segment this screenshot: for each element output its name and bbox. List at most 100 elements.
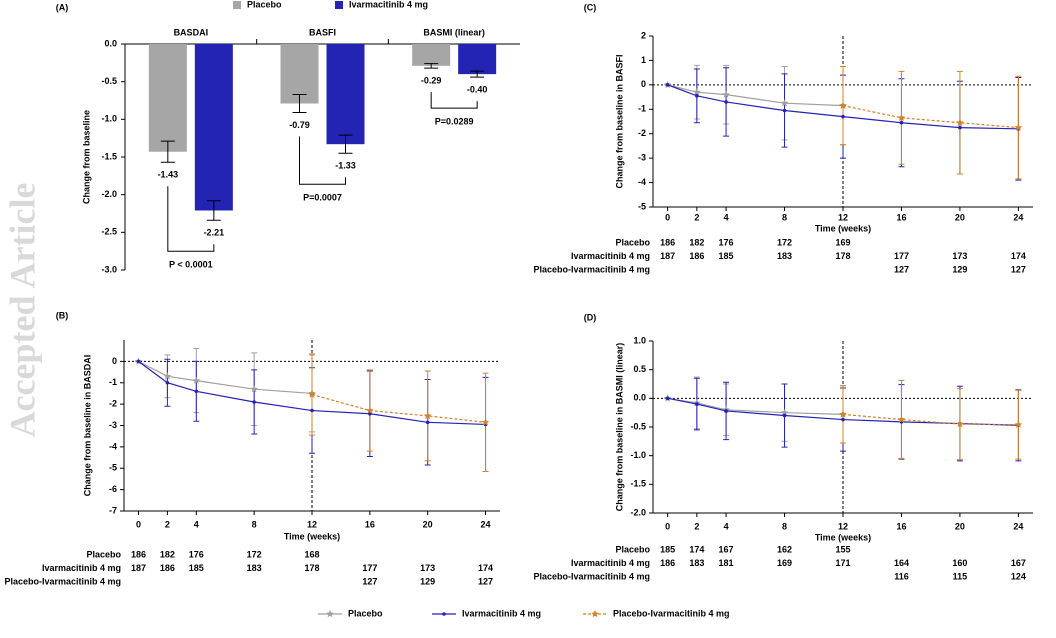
at-risk-count: 162	[777, 544, 792, 554]
data-point	[839, 101, 847, 109]
legend-marker	[326, 610, 334, 618]
panel-label: (D)	[584, 312, 597, 322]
at-risk-count: 181	[719, 558, 734, 568]
legend-marker	[591, 610, 599, 618]
data-point	[956, 420, 964, 428]
category-label: BASMI (linear)	[423, 27, 485, 37]
y-tick-label: -0.5	[630, 421, 646, 431]
data-point	[841, 417, 845, 422]
at-risk-count: 176	[189, 549, 204, 559]
at-risk-count: 127	[478, 576, 493, 586]
at-risk-count: 129	[952, 264, 967, 274]
x-tick-label: 0	[665, 212, 670, 222]
data-point	[782, 413, 787, 418]
y-tick-label: 1.0	[633, 335, 646, 345]
at-risk-count: 116	[894, 571, 909, 581]
at-risk-count: 186	[660, 237, 675, 247]
at-risk-label: Placebo	[615, 237, 650, 247]
data-point	[252, 400, 256, 404]
x-tick-label: 16	[896, 521, 906, 531]
x-tick-label: 2	[165, 519, 170, 529]
error-bar	[424, 63, 439, 69]
legend-marker	[442, 612, 446, 616]
at-risk-count: 164	[894, 558, 909, 568]
x-tick-label: 16	[896, 212, 906, 222]
p-value: P=0.0007	[303, 193, 342, 203]
x-tick-label: 4	[724, 212, 729, 222]
at-risk-label: Ivarmacitinib 4 mg	[571, 558, 650, 568]
y-tick-label: -3	[109, 420, 117, 430]
data-point	[250, 385, 258, 393]
legend-label: Placebo	[348, 608, 383, 618]
data-point	[782, 108, 787, 113]
x-axis-label: Time (weeks)	[284, 531, 340, 541]
y-axis-label: Change from baseline in BASFI	[614, 54, 624, 188]
y-tick-label: -2	[109, 399, 117, 409]
bar	[194, 44, 233, 211]
y-tick-label: -1.5	[630, 479, 646, 489]
at-risk-count: 167	[1011, 558, 1026, 568]
at-risk-count: 127	[1011, 264, 1026, 274]
data-point	[841, 114, 845, 119]
error-bar	[470, 70, 485, 78]
y-tick-label: -1.0	[101, 114, 117, 124]
at-risk-count: 174	[1011, 251, 1026, 261]
error-bar	[292, 93, 307, 114]
y-tick-label: -4	[638, 177, 646, 187]
y-tick-label: 1	[641, 55, 646, 65]
bar	[280, 44, 319, 104]
value-label: -2.21	[204, 228, 225, 238]
x-tick-label: 12	[838, 212, 848, 222]
error-bar	[206, 200, 221, 221]
y-tick-label: -7	[109, 505, 117, 515]
panel-label: (C)	[584, 2, 597, 12]
at-risk-count: 127	[362, 576, 377, 586]
at-risk-count: 174	[689, 544, 704, 554]
data-point	[899, 120, 904, 125]
x-tick-label: 2	[694, 521, 699, 531]
significance-bracket	[167, 186, 215, 252]
y-tick-label: -2.5	[101, 227, 117, 237]
at-risk-count: 182	[689, 237, 704, 247]
y-axis-label: Change from baseline	[81, 110, 91, 204]
y-tick-label: -1.0	[630, 450, 646, 460]
at-risk-count: 177	[362, 563, 377, 573]
at-risk-count: 169	[835, 237, 850, 247]
value-label: -0.79	[289, 120, 310, 130]
data-point	[665, 396, 670, 401]
y-tick-label: -2.0	[101, 189, 117, 199]
at-risk-count: 187	[131, 563, 146, 573]
at-risk-count: 185	[660, 544, 675, 554]
data-point	[665, 83, 670, 87]
y-tick-label: 2	[641, 30, 646, 40]
y-axis-label: Change from baseline in BASMI (linear)	[614, 343, 624, 512]
series-line	[842, 105, 1019, 129]
y-tick-label: -5	[638, 201, 646, 211]
legend-label: Placebo-Ivarmacitinib 4 mg	[613, 608, 730, 618]
x-tick-label: 8	[782, 212, 787, 222]
x-tick-label: 24	[1013, 212, 1023, 222]
series-line	[667, 84, 1019, 130]
data-point	[192, 376, 201, 384]
data-point	[1014, 420, 1023, 428]
at-risk-count: 167	[719, 544, 734, 554]
data-point	[724, 100, 728, 104]
at-risk-count: 173	[420, 563, 435, 573]
y-tick-label: -1	[109, 377, 117, 387]
legend-swatch	[335, 1, 343, 9]
data-point	[780, 99, 789, 107]
at-risk-label: Ivarmacitinib 4 mg	[571, 251, 650, 261]
data-point	[958, 125, 962, 130]
y-tick-label: -3.0	[101, 264, 117, 274]
at-risk-count: 171	[835, 558, 850, 568]
data-point	[136, 359, 141, 364]
data-point	[1014, 123, 1023, 131]
data-point	[194, 389, 199, 394]
at-risk-count: 186	[689, 251, 704, 261]
bar	[412, 44, 451, 66]
at-risk-label: Placebo	[86, 549, 121, 559]
y-tick-label: -4	[109, 441, 117, 451]
y-tick-label: 0	[112, 356, 117, 366]
at-risk-count: 173	[952, 251, 967, 261]
